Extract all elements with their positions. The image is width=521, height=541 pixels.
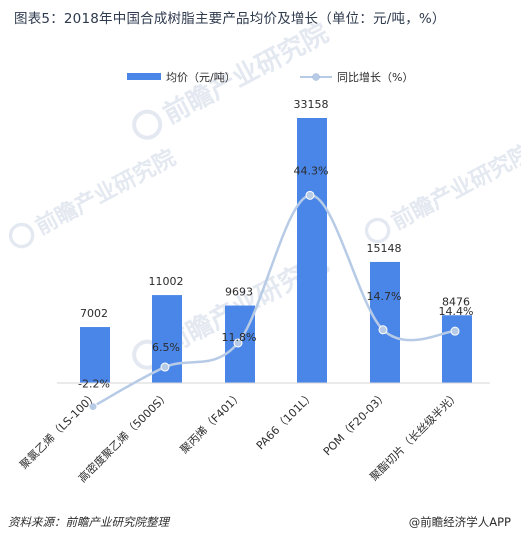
legend: 均价（元/吨） 同比增长（%） (127, 70, 413, 84)
watermark-0: 前瞻产业研究院 (8, 145, 180, 249)
bar-4 (370, 261, 400, 383)
legend-bar-label: 均价（元/吨） (166, 71, 236, 84)
line-point-3 (305, 190, 315, 200)
bar-value-label-1: 11002 (149, 275, 184, 288)
legend-line-label: 同比增长（%） (337, 70, 413, 84)
line-value-label-4: 14.7% (367, 290, 402, 303)
bar-value-label-2: 9693 (225, 286, 253, 299)
line-value-labels: -2.2% 6.5% 11.8% 44.3% 14.7% 14.4% (78, 164, 473, 390)
bar-value-label-5: 8476 (442, 295, 470, 308)
chart-title: 图表5：2018年中国合成树脂主要产品均价及增长（单位：元/吨，%） (14, 11, 446, 27)
bar-value-labels: 7002 11002 9693 33158 15148 8476 (80, 98, 470, 320)
category-labels: 聚氯乙烯（LS-100）高密度聚乙烯（5000S） 聚丙烯（F401） PA66（1… (17, 388, 462, 485)
source-note: 资料来源：前瞻产业研究院整理 (8, 515, 169, 529)
category-label-3: PA66（101L） (254, 389, 317, 452)
legend-bar-swatch (127, 73, 161, 80)
line-value-label-0: -2.2% (78, 378, 110, 391)
category-label-4: POM（F20-03） (321, 389, 390, 458)
watermark-text: 前瞻产业研究院 (31, 145, 180, 241)
bar-series (80, 118, 472, 383)
watermark-logo-icon (8, 222, 35, 249)
legend-line-marker-icon (312, 73, 320, 81)
line-point-4 (378, 325, 388, 335)
category-label-2: 聚丙烯（F401） (178, 389, 245, 456)
bar-value-label-0: 7002 (80, 307, 108, 320)
line-value-label-3: 44.3% (294, 164, 329, 177)
line-point-1 (160, 362, 170, 372)
brand-label: @前瞻经济学人APP (408, 515, 511, 529)
bar-value-label-3: 33158 (294, 98, 329, 111)
watermark-logo-icon (364, 217, 391, 244)
watermark-3: 前瞻产业研究院 (364, 140, 521, 244)
bar-0 (80, 327, 110, 383)
line-point-2 (233, 338, 243, 348)
line-value-label-5: 14.4% (439, 305, 474, 318)
line-point-0 (88, 402, 98, 412)
line-point-5 (450, 326, 460, 336)
line-value-label-1: 6.5% (152, 341, 180, 354)
watermark-text: 前瞻产业研究院 (387, 140, 521, 236)
growth-line-series (88, 190, 460, 412)
bar-3 (297, 118, 327, 383)
category-label-0: 聚氯乙烯（LS-100） (17, 388, 100, 471)
watermark-logo-icon (132, 109, 163, 140)
bar-5 (442, 315, 472, 383)
line-value-label-2: 11.8% (222, 331, 257, 344)
bar-value-label-4: 15148 (367, 242, 402, 255)
